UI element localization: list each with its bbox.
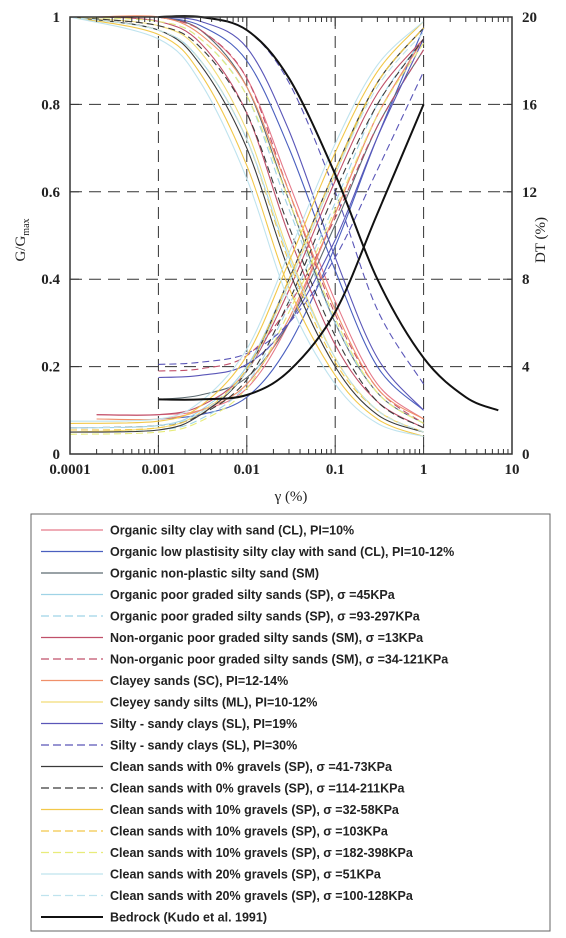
x-tick-label: 1 [420,462,428,478]
y-left-tick-label: 0 [53,447,61,463]
left-axis-title-group: G/Gmax [13,218,32,261]
series-damping-clean-sands-with-10-gravels-sp-103kpa [69,27,425,431]
legend: Organic silty clay with sand (CL), PI=10… [41,524,454,925]
legend-label: Organic non-plastic silty sand (SM) [110,567,319,581]
series-damping-clean-sands-with-10-gravels-sp-182-398kpa [69,42,425,435]
x-tick-label: 0.01 [234,462,260,478]
plot-frame [69,16,513,455]
legend-label: Organic poor graded silty sands (SP), σ … [110,610,421,624]
x-tick-label: 0.001 [142,462,176,478]
series-damping-bedrock-kudo-et-al-1991 [158,104,425,401]
y-right-tick-label: 0 [522,447,530,463]
y-left-tick-label: 1 [53,10,61,26]
y-left-tick-label: 0.6 [41,185,60,201]
legend-label: Non-organic poor graded silty sands (SM)… [110,653,449,667]
legend-label: Bedrock (Kudo et al. 1991) [110,911,267,925]
x-tick-label: 0.1 [326,462,345,478]
legend-label: Non-organic poor graded silty sands (SM)… [110,631,424,645]
legend-label: Organic silty clay with sand (CL), PI=10… [110,524,354,538]
y-right-tick-label: 4 [522,360,530,376]
grid-lines [70,17,512,454]
y-left-tick-label: 0.8 [41,97,60,113]
legend-label: Clean sands with 0% gravels (SP), σ =114… [110,782,406,796]
y-left-tick-label: 0.2 [41,360,60,376]
series-damping-clean-sands-with-20-gravels-sp-51kpa [69,21,424,422]
series-damping-non-organic-poor-graded-silty-sands-sm-13kpa [96,38,425,416]
series-modulus-clean-sands-with-0-gravels-sp-114-211kpa [69,16,424,429]
legend-label: Organic low plastisity silty clay with s… [110,545,454,559]
left-axis-title: G/Gmax [13,218,32,261]
series-modulus-clean-sands-with-10-gravels-sp-32-58kpa [69,16,424,438]
x-tick-label: 0.0001 [49,462,90,478]
series-damping-non-organic-poor-graded-silty-sands-sm-34-121kpa [158,49,425,372]
series-damping-clayey-sands-sc-pi-12-14 [96,38,425,421]
series-lines [69,15,499,438]
series-modulus-clean-sands-with-20-gravels-sp-100-128kpa [69,16,424,433]
series-modulus-organic-low-plastisity-silty-clay-with-sand-cl-pi-10-12 [158,16,424,411]
series-modulus-clean-sands-with-10-gravels-sp-182-398kpa [69,16,424,424]
series-damping-silty-sandy-clays-sl-pi-19 [158,38,425,379]
series-modulus-silty-sandy-clays-sl-pi-19 [158,16,425,411]
left-axis-title-sub: max [21,218,32,235]
series-damping-clean-sands-with-10-gravels-sp-32-58kpa [69,21,425,424]
x-axis-title: γ (%) [274,489,308,505]
series-damping-clean-sands-with-20-gravels-sp-100-128kpa [69,31,425,429]
legend-label: Clean sands with 10% gravels (SP), σ =18… [110,846,414,860]
series-damping-organic-low-plastisity-silty-clay-with-sand-cl-pi-10-12 [158,27,425,420]
right-axis-title-group: DT (%) [533,217,549,263]
left-axis-title-main: G/G [13,236,29,262]
y-right-tick-label: 16 [522,97,538,113]
legend-label: Clean sands with 20% gravels (SP), σ =51… [110,868,382,882]
series-modulus-clayey-sands-sc-pi-12-14 [96,15,424,420]
y-right-tick-label: 8 [522,272,530,288]
right-axis-title: DT (%) [533,217,549,263]
y-left-tick-label: 0.4 [41,272,60,288]
legend-label: Cleyey sandy silts (ML), PI=10-12% [110,696,317,710]
legend-label: Clean sands with 10% gravels (SP), σ =32… [110,803,400,817]
y-right-tick-label: 12 [522,185,537,201]
legend-frame [30,513,551,932]
y-right-tick-label: 20 [522,10,537,26]
legend-label: Clean sands with 10% gravels (SP), σ =10… [110,825,389,839]
series-modulus-clean-sands-with-20-gravels-sp-51kpa [69,16,424,438]
series-modulus-bedrock-kudo-et-al-1991 [158,15,499,412]
legend-label: Clayey sands (SC), PI=12-14% [110,674,288,688]
legend-label: Silty - sandy clays (SL), PI=19% [110,717,297,731]
series-modulus-non-organic-poor-graded-silty-sands-sm-13kpa [96,16,424,429]
legend-label: Silty - sandy clays (SL), PI=30% [110,739,297,753]
legend-label: Clean sands with 0% gravels (SP), σ =41-… [110,760,393,774]
axis-ticks: 0.0001 0.001 0.01 0.1 1 1000.20.40.60.8104812… [41,10,537,478]
x-tick-label: 10 [505,462,520,478]
legend-label: Organic poor graded silty sands (SP), σ … [110,588,396,602]
series-damping-organic-silty-clay-with-sand-cl-pi-10 [96,38,425,416]
legend-label: Clean sands with 20% gravels (SP), σ =10… [110,889,414,903]
